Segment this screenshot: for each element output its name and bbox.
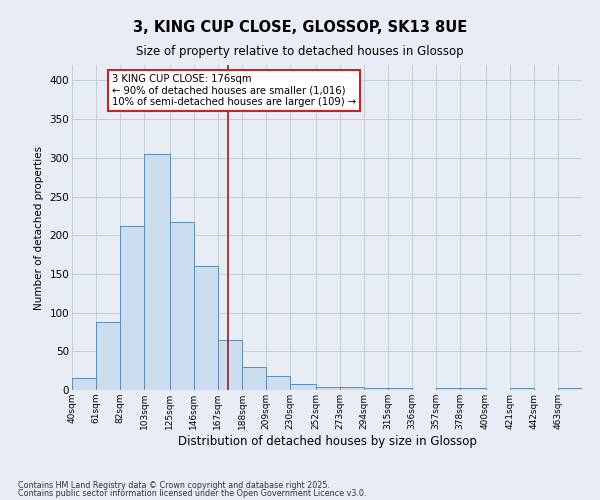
Bar <box>218 340 242 390</box>
Bar <box>558 388 582 390</box>
Text: Contains public sector information licensed under the Open Government Licence v3: Contains public sector information licen… <box>18 489 367 498</box>
Bar <box>145 154 170 390</box>
Bar <box>436 388 460 390</box>
Bar <box>364 388 388 390</box>
Bar <box>460 388 485 390</box>
Bar <box>340 387 364 390</box>
Bar <box>170 222 194 390</box>
Text: Contains HM Land Registry data © Crown copyright and database right 2025.: Contains HM Land Registry data © Crown c… <box>18 480 330 490</box>
Bar <box>316 387 340 390</box>
Bar <box>194 266 218 390</box>
Bar <box>509 388 534 390</box>
Bar <box>120 226 145 390</box>
Text: 3 KING CUP CLOSE: 176sqm
← 90% of detached houses are smaller (1,016)
10% of sem: 3 KING CUP CLOSE: 176sqm ← 90% of detach… <box>112 74 356 108</box>
Bar <box>72 378 96 390</box>
Bar <box>290 384 316 390</box>
Bar <box>388 388 412 390</box>
Text: 3, KING CUP CLOSE, GLOSSOP, SK13 8UE: 3, KING CUP CLOSE, GLOSSOP, SK13 8UE <box>133 20 467 35</box>
Bar <box>242 367 266 390</box>
Y-axis label: Number of detached properties: Number of detached properties <box>34 146 44 310</box>
Text: Size of property relative to detached houses in Glossop: Size of property relative to detached ho… <box>136 45 464 58</box>
Bar <box>96 322 120 390</box>
X-axis label: Distribution of detached houses by size in Glossop: Distribution of detached houses by size … <box>178 434 476 448</box>
Bar <box>266 376 290 390</box>
